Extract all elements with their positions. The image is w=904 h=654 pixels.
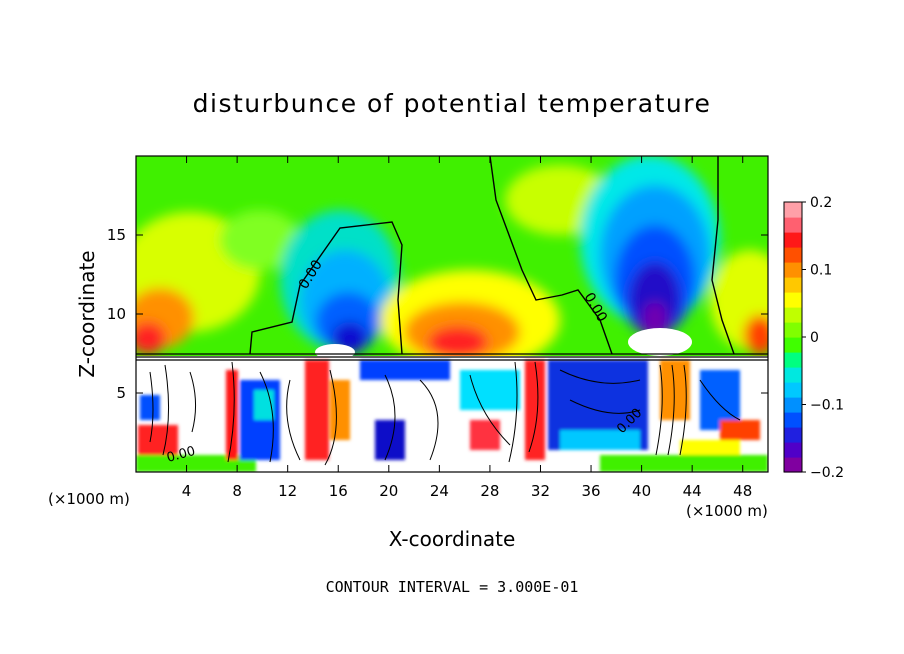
colorbar: 0.2 0.1 0 −0.1 −0.2 [783,195,844,481]
x-unit-right: (×1000 m) [686,502,768,520]
colorbar-swatch [784,217,802,233]
colorbar-swatch [784,202,802,218]
lower-red-b [226,370,238,460]
chart-title: disturbunce of potential temperature [193,89,712,118]
colorbar-swatch [784,367,802,383]
x-axis-label: X-coordinate [389,527,516,551]
lower-blue-a [140,395,160,420]
colorbar-tick-label: −0.1 [810,398,844,414]
plot-area [136,156,768,472]
blob-red-left [136,322,166,354]
lower-cyan-e [560,430,640,450]
lower-orange-c [330,380,350,440]
blob-lightgreen-a [220,210,300,270]
y-tick-label: 10 [107,305,126,323]
colorbar-swatch [784,337,802,353]
x-tick-label: 40 [632,482,651,500]
x-tick-label: 16 [329,482,348,500]
lower-red-f [720,420,760,440]
blob-darkblue-2 [629,262,681,338]
colorbar-swatch [784,397,802,413]
colorbar-swatch [784,232,802,248]
colorbar-swatch [784,307,802,323]
x-tick-label: 44 [683,482,702,500]
x-tick-label: 24 [430,482,449,500]
blob-red-mid [428,326,488,358]
contour-interval-note: CONTOUR INTERVAL = 3.000E-01 [326,578,579,596]
zero-contours [249,156,735,355]
white-patch-b [628,328,692,356]
colorbar-swatch [784,412,802,428]
y-axis: 5 10 15 [107,226,768,402]
colorbar-swatch [784,352,802,368]
colorbar-swatch [784,442,802,458]
x-tick-label: 4 [182,482,192,500]
colorbar-tick-label: 0 [810,330,819,346]
x-tick-label: 20 [379,482,398,500]
x-tick-label: 8 [232,482,242,500]
colorbar-swatch [784,427,802,443]
lower-field [136,356,768,472]
colorbar-swatch [784,247,802,263]
colorbar-swatch [784,382,802,398]
x-tick-label: 12 [278,482,297,500]
colorbar-swatch [784,277,802,293]
x-tick-label: 32 [531,482,550,500]
zero-contour-a [249,221,403,355]
colorbar-swatch [784,322,802,338]
x-unit-left: (×1000 m) [48,490,130,508]
lower-red-c [305,360,329,460]
zero-contour-c [711,156,735,355]
colorbar-swatch [784,292,802,308]
lower-contours [149,361,741,466]
lower-blobs [136,360,768,472]
colorbar-tick-label: 0.1 [810,263,832,279]
upper-field [136,156,768,370]
layer-interface [136,353,768,361]
lower-yellow-f [680,440,740,455]
lower-red-a [138,425,178,455]
x-tick-label: 28 [480,482,499,500]
lower-darkblue-c [375,420,405,460]
contour-label-lower-left: 0.00 [165,444,197,466]
lower-blue-c [360,360,450,380]
lower-red-d [470,420,500,450]
x-axis: 4 8 12 16 20 24 28 32 36 40 44 48 [182,156,752,500]
lower-cyan-d [460,370,520,410]
y-axis-label: Z-coordinate [75,250,99,377]
zero-contour-b [489,156,613,355]
colorbar-tick-label: −0.2 [810,465,844,481]
blob-red-right [744,315,768,355]
x-tick-label: 48 [733,482,752,500]
x-tick-label: 36 [581,482,600,500]
y-tick-label: 15 [107,226,126,244]
colorbar-swatch [784,457,802,473]
colorbar-tick-label: 0.2 [810,195,832,211]
lower-red-e [525,360,545,460]
colorbar-swatch [784,262,802,278]
y-tick-label: 5 [116,384,126,402]
